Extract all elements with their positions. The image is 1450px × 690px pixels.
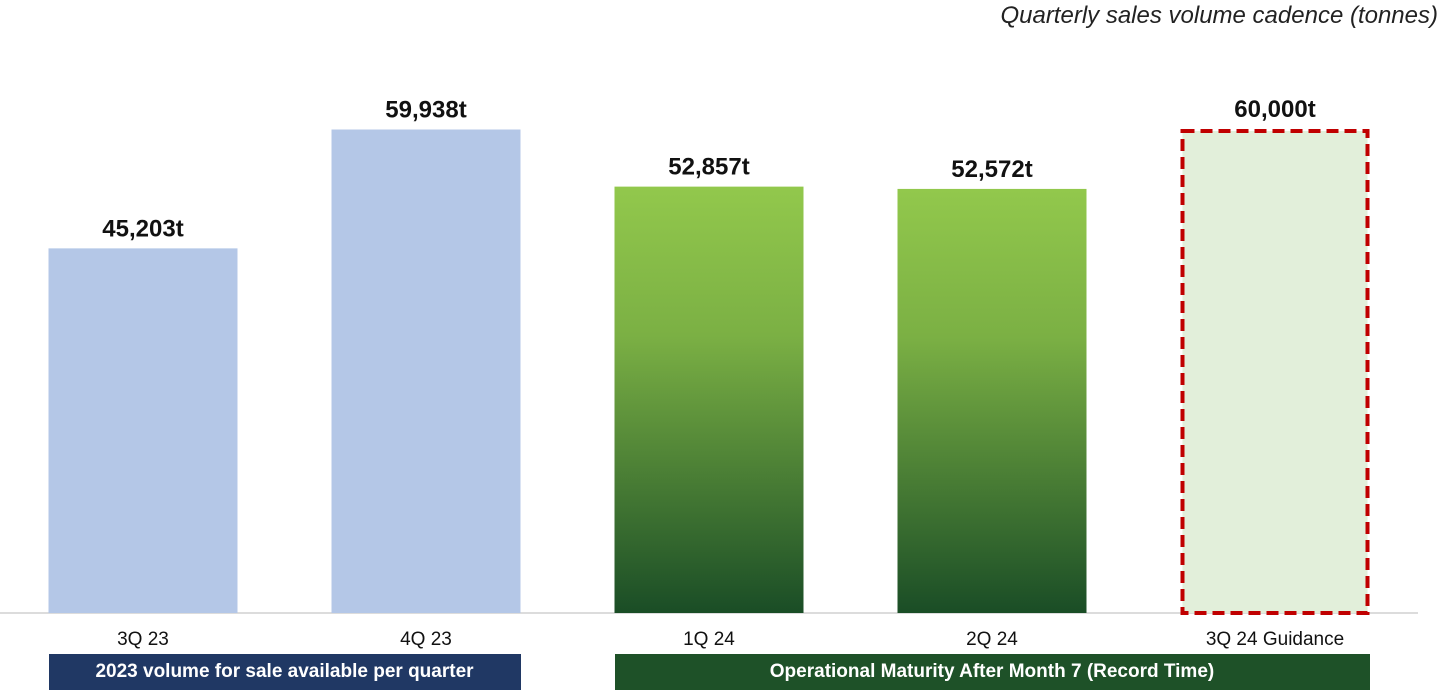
value-label-2q-24: 52,572t	[951, 156, 1032, 183]
group-band-operational-maturity: Operational Maturity After Month 7 (Reco…	[614, 654, 1370, 690]
tick-label-1q-24: 1Q 24	[683, 629, 735, 650]
tick-label-4q-23: 4Q 23	[400, 629, 452, 650]
value-label-3q-24-guidance: 60,000t	[1234, 96, 1315, 123]
bar-2q-24	[897, 188, 1087, 614]
value-label-4q-23: 59,938t	[385, 97, 466, 124]
chart-title: Quarterly sales volume cadence (tonnes)	[1000, 2, 1438, 29]
bar-4q-23	[331, 129, 521, 614]
value-label-3q-23: 45,203t	[102, 215, 183, 242]
bar-1q-24	[614, 186, 804, 614]
group-band-2023: 2023 volume for sale available per quart…	[48, 654, 521, 690]
tick-label-2q-24: 2Q 24	[966, 629, 1018, 650]
bar-3q-24-guidance	[1180, 129, 1370, 615]
value-label-1q-24: 52,857t	[668, 154, 749, 181]
bar-chart: 45,203t 3Q 23 59,938t 4Q 23 52,857t 1Q 24 52,5…	[0, 96, 1418, 650]
tick-label-3q-23: 3Q 23	[117, 629, 169, 650]
tick-label-3q-24-guidance: 3Q 24 Guidance	[1206, 629, 1344, 650]
bar-3q-23	[48, 248, 238, 613]
